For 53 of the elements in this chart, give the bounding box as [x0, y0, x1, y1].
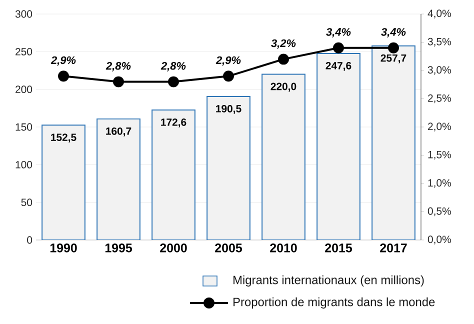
point: [223, 70, 234, 82]
bar: [262, 74, 306, 240]
data-label: 190,5: [216, 104, 242, 114]
data-label: 3,4%: [381, 28, 406, 38]
bar: [152, 109, 196, 240]
bar: [42, 124, 86, 240]
x-tick-label: 2010: [270, 244, 297, 252]
data-label: 220,0: [270, 82, 296, 92]
y-tick-label: 0: [27, 236, 32, 244]
point: [168, 76, 179, 88]
y-tick-label: 250: [16, 48, 32, 56]
point: [113, 76, 124, 88]
text: Migrants internationaux (en millions): [234, 275, 424, 287]
data-label: 3,4%: [326, 28, 351, 38]
y2-tick-label: 0,0%: [428, 236, 451, 244]
y-tick-label: 50: [21, 198, 32, 206]
data-label: 2,9%: [50, 56, 76, 66]
legend-label: Proportion de migrants dans le monde: [234, 297, 435, 309]
y-tick-label: 150: [16, 123, 32, 131]
x-tick-label: 2015: [325, 244, 352, 252]
x-tick-label: 2000: [160, 244, 187, 252]
y2-tick-label: 3,5%: [428, 38, 451, 47]
x-tick-label: 1995: [105, 244, 132, 252]
y2-tick-label: 4,0%: [428, 10, 451, 18]
data-label: 2,9%: [216, 56, 241, 66]
data-label: 257,7: [380, 54, 406, 64]
y2-tick-label: 2,0%: [428, 122, 451, 132]
y-tick-label: 200: [16, 86, 32, 94]
x-tick-label: 1990: [50, 244, 77, 252]
point: [388, 42, 399, 54]
y-tick-label: 100: [16, 160, 32, 168]
y2-tick-label: 1,5%: [428, 150, 451, 160]
point: [278, 54, 289, 65]
y2-tick-label: 1,0%: [428, 179, 451, 188]
data-label: 3,2%: [271, 39, 296, 49]
y2-tick-label: 3,0%: [428, 66, 451, 75]
data-label: 2,8%: [106, 62, 131, 72]
data-label: 2,8%: [160, 62, 186, 72]
bar: [316, 52, 360, 240]
data-label: 172,6: [161, 118, 186, 128]
y-tick-label: 300: [15, 10, 32, 18]
data-label: 152,5: [51, 134, 76, 143]
data-label: 247,6: [326, 62, 352, 71]
bar: [372, 45, 416, 240]
y2-tick-label: 0,5%: [428, 207, 451, 216]
y2-tick-label: 2,5%: [428, 94, 451, 104]
point: [333, 42, 344, 54]
x-tick-label: 2017: [380, 244, 407, 252]
data-label: 160,7: [106, 127, 132, 136]
bar: [96, 118, 140, 240]
bar: [206, 96, 250, 240]
point: [58, 70, 69, 82]
x-tick-label: 2005: [215, 244, 242, 252]
